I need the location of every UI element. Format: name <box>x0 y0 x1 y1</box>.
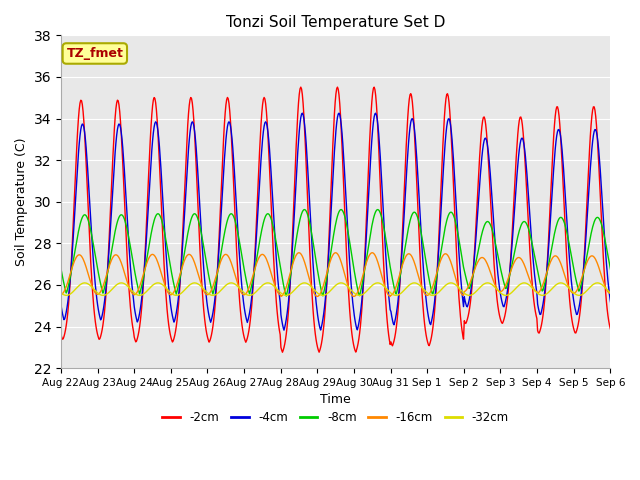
-4cm <box>262 120 270 126</box>
Line: -8cm: -8cm <box>61 210 640 296</box>
-32cm <box>172 292 180 298</box>
-16cm <box>296 250 303 256</box>
-2cm <box>285 295 293 301</box>
-8cm <box>301 207 308 213</box>
-32cm <box>57 290 65 296</box>
-16cm <box>416 279 424 285</box>
-4cm <box>57 301 65 307</box>
-2cm <box>262 109 270 115</box>
-32cm <box>264 280 272 286</box>
-2cm <box>297 84 305 90</box>
Title: Tonzi Soil Temperature Set D: Tonzi Soil Temperature Set D <box>226 15 445 30</box>
Line: -32cm: -32cm <box>61 283 640 295</box>
-4cm <box>280 327 288 333</box>
-8cm <box>416 224 424 230</box>
-4cm <box>416 210 424 216</box>
Line: -4cm: -4cm <box>61 113 640 330</box>
-16cm <box>285 274 293 279</box>
-4cm <box>126 253 134 259</box>
-2cm <box>416 253 424 259</box>
Legend: -2cm, -4cm, -8cm, -16cm, -32cm: -2cm, -4cm, -8cm, -16cm, -32cm <box>157 407 513 429</box>
-2cm <box>278 349 286 355</box>
-8cm <box>126 240 134 245</box>
Y-axis label: Soil Temperature (C): Soil Temperature (C) <box>15 137 28 266</box>
-32cm <box>191 280 198 286</box>
-8cm <box>57 265 65 271</box>
-2cm <box>234 263 241 268</box>
-8cm <box>449 211 457 217</box>
-16cm <box>277 293 285 299</box>
-32cm <box>416 283 424 288</box>
-16cm <box>262 256 270 262</box>
-32cm <box>286 291 294 297</box>
-4cm <box>234 220 241 226</box>
-32cm <box>449 280 457 286</box>
-32cm <box>126 286 134 291</box>
-8cm <box>262 212 270 217</box>
-16cm <box>449 265 457 271</box>
Line: -2cm: -2cm <box>61 87 640 352</box>
-8cm <box>234 228 241 233</box>
-4cm <box>285 289 293 295</box>
X-axis label: Time: Time <box>320 394 351 407</box>
-2cm <box>126 295 134 301</box>
-16cm <box>126 286 134 292</box>
-2cm <box>57 332 65 337</box>
-16cm <box>57 291 65 297</box>
-4cm <box>298 110 306 116</box>
-4cm <box>449 147 457 153</box>
-2cm <box>449 168 457 173</box>
-8cm <box>282 293 290 299</box>
Text: TZ_fmet: TZ_fmet <box>67 47 124 60</box>
Line: -16cm: -16cm <box>61 253 640 296</box>
-32cm <box>235 285 243 290</box>
-8cm <box>285 279 293 285</box>
-16cm <box>234 280 241 286</box>
